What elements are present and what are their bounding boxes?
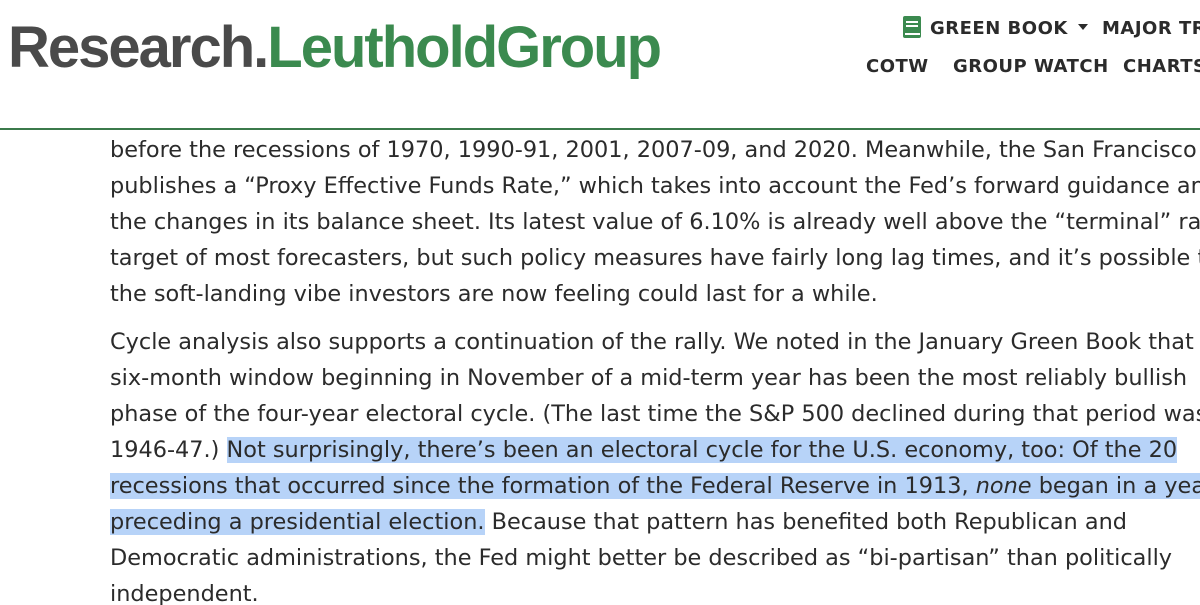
selected-text: began in a year <box>1031 473 1200 499</box>
paragraph-line: the changes in its balance sheet. Its la… <box>110 209 1200 235</box>
caret-down-icon <box>1077 24 1088 30</box>
paragraph-line: before the recessions of 1970, 1990-91, … <box>110 137 1200 163</box>
paragraph-line: independent. <box>110 581 259 605</box>
book-icon <box>903 16 921 38</box>
nav-group-watch[interactable]: GROUP WATCH <box>953 56 1109 77</box>
logo-text-leutholdgroup: LeutholdGroup <box>267 15 662 80</box>
paragraph-line: the soft-landing vibe investors are now … <box>110 281 878 307</box>
paragraph-line: 1946-47.) <box>110 437 227 463</box>
paragraph-line: Because that pattern has benefited both … <box>484 509 1127 535</box>
nav-green-book-label: GREEN BOOK <box>930 18 1068 39</box>
selected-text-emphasis: none <box>975 473 1032 499</box>
selected-text: preceding a presidential election. <box>110 509 485 535</box>
site-logo[interactable]: Research.LeutholdGroup <box>8 15 662 80</box>
logo-text-research: Research. <box>8 15 269 80</box>
selected-text: Not surprisingly, there’s been an electo… <box>226 437 1178 463</box>
nav-green-book[interactable]: GREEN BOOK <box>902 16 1088 39</box>
paragraph-line: six-month window beginning in November o… <box>110 365 1188 391</box>
nav-cotw[interactable]: COTW <box>866 56 929 77</box>
nav-major-trends[interactable]: MAJOR TRE <box>1102 18 1200 39</box>
nav-charts[interactable]: CHARTS <box>1123 56 1200 77</box>
paragraph-line: Democratic administrations, the Fed migh… <box>110 545 1173 571</box>
site-header: Research.LeutholdGroup GREEN BOOK MAJOR … <box>0 0 1200 130</box>
paragraph-line: phase of the four-year electoral cycle. … <box>110 401 1200 427</box>
article-paragraph-2: Cycle analysis also supports a continuat… <box>110 324 1200 605</box>
article-body: before the recessions of 1970, 1990-91, … <box>110 132 1200 605</box>
paragraph-line: Cycle analysis also supports a continuat… <box>110 329 1200 355</box>
paragraph-line: target of most forecasters, but such pol… <box>110 245 1200 271</box>
article-paragraph-1: before the recessions of 1970, 1990-91, … <box>110 132 1200 312</box>
paragraph-line: publishes a “Proxy Effective Funds Rate,… <box>110 173 1200 199</box>
selected-text: recessions that occurred since the forma… <box>110 473 976 499</box>
